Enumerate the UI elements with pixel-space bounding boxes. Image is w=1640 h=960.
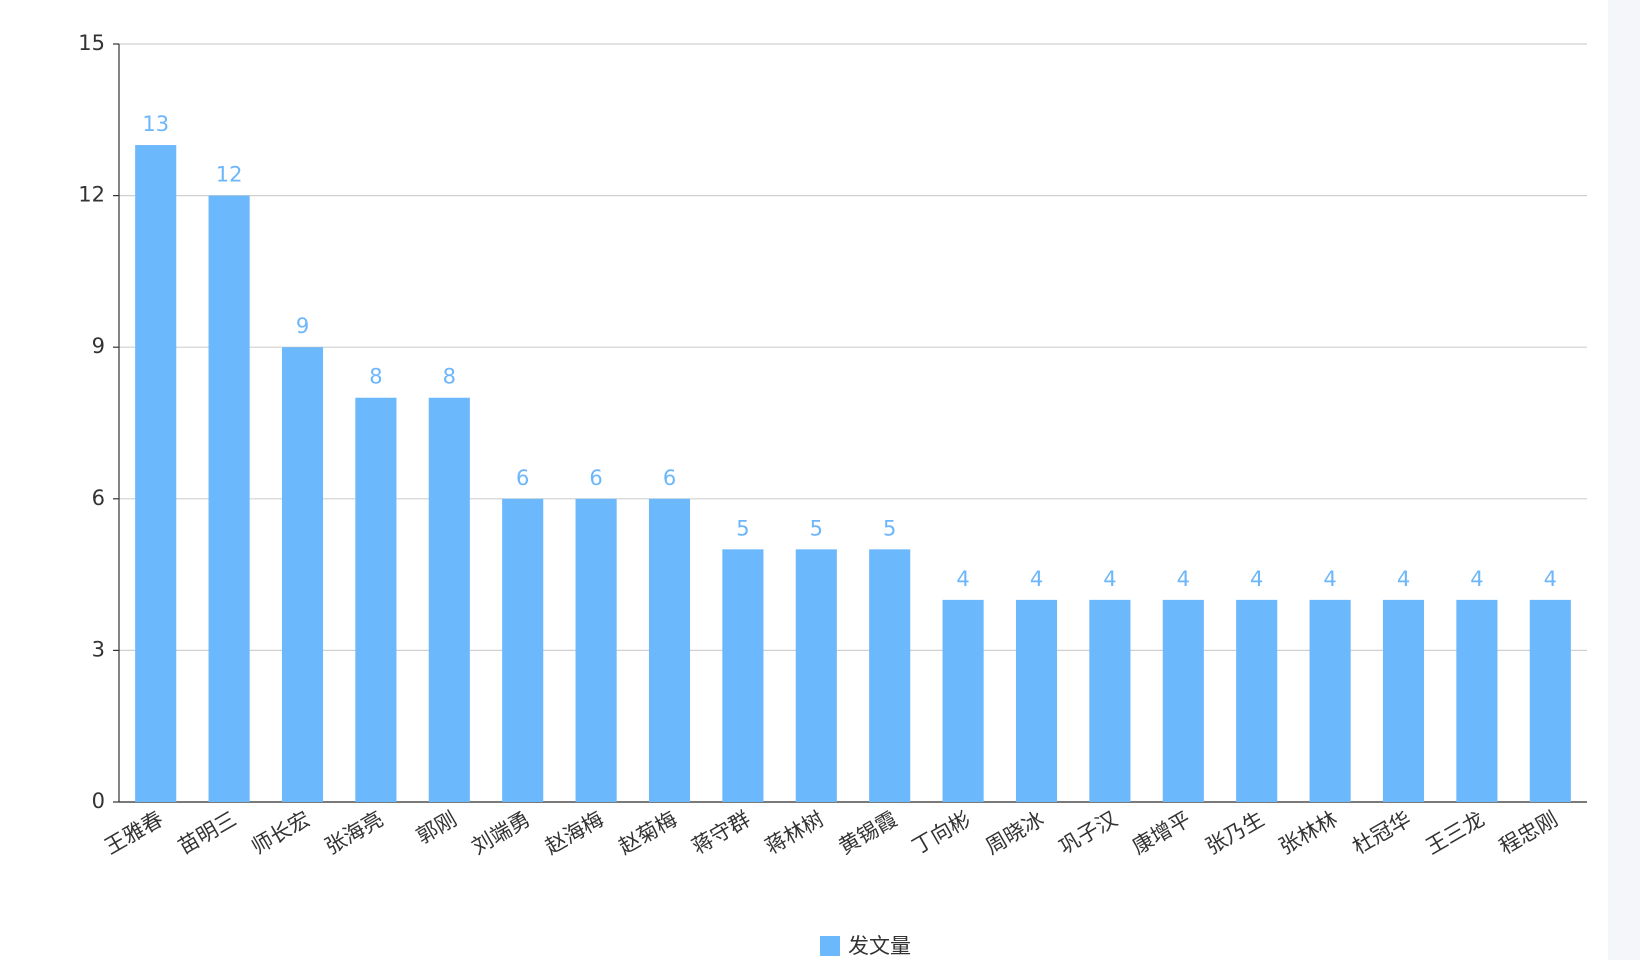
data-label: 4 xyxy=(1544,567,1557,591)
x-tick-label: 康增平 xyxy=(1128,807,1195,859)
x-tick-label: 杜冠华 xyxy=(1348,807,1415,859)
data-label: 4 xyxy=(1470,567,1483,591)
bar xyxy=(135,145,177,803)
side-panel xyxy=(1608,0,1640,960)
bar xyxy=(208,195,250,803)
x-tick-label: 张林林 xyxy=(1275,807,1342,859)
bar xyxy=(648,498,691,802)
data-label: 4 xyxy=(956,567,969,591)
data-label: 9 xyxy=(296,314,309,338)
x-tick-label: 张海亮 xyxy=(321,807,388,859)
data-label: 4 xyxy=(1177,567,1190,591)
data-label: 4 xyxy=(1103,567,1116,591)
bar xyxy=(1089,599,1131,802)
bar xyxy=(355,397,397,802)
data-label: 6 xyxy=(663,466,676,490)
x-tick-label: 周晓冰 xyxy=(981,807,1048,859)
x-tick-label: 师长宏 xyxy=(247,807,314,859)
y-tick-label: 9 xyxy=(92,334,105,358)
bar xyxy=(1529,599,1571,802)
data-label: 13 xyxy=(142,112,169,136)
data-label: 4 xyxy=(1323,567,1336,591)
x-tick-label: 张乃生 xyxy=(1202,807,1269,859)
y-tick-label: 15 xyxy=(78,31,105,55)
data-label: 12 xyxy=(216,163,243,187)
x-tick-label: 王三龙 xyxy=(1422,807,1489,859)
x-tick-label: 郭刚 xyxy=(412,807,460,849)
legend-label: 发文量 xyxy=(848,934,911,958)
x-tick-label: 刘端勇 xyxy=(468,807,535,859)
bar xyxy=(869,549,911,802)
bar xyxy=(1382,599,1425,802)
data-label: 6 xyxy=(516,466,529,490)
bar xyxy=(1309,599,1351,802)
y-tick-label: 6 xyxy=(92,486,105,510)
x-tick-label: 赵海梅 xyxy=(541,807,608,859)
x-tick-label: 丁向彬 xyxy=(908,807,975,859)
bar xyxy=(502,498,544,802)
bar xyxy=(428,397,470,802)
data-label: 8 xyxy=(443,365,456,389)
x-tick-label: 蒋林树 xyxy=(761,807,828,859)
bar xyxy=(575,498,617,802)
y-tick-label: 12 xyxy=(78,183,105,207)
bar xyxy=(1162,599,1204,802)
bar xyxy=(281,347,324,802)
x-tick-label: 巩子汉 xyxy=(1055,807,1122,859)
data-label: 4 xyxy=(1397,567,1410,591)
bar xyxy=(1015,599,1058,802)
x-tick-label: 程忠刚 xyxy=(1495,807,1562,859)
data-label: 6 xyxy=(589,466,602,490)
x-tick-label: 赵菊梅 xyxy=(614,807,681,859)
x-tick-label: 苗明三 xyxy=(174,807,241,859)
y-tick-label: 3 xyxy=(92,637,105,661)
data-label: 8 xyxy=(369,365,382,389)
x-tick-label: 黄锡霞 xyxy=(835,807,902,859)
bar xyxy=(942,599,984,802)
data-label: 5 xyxy=(736,516,749,540)
bar xyxy=(722,549,764,802)
y-tick-label: 0 xyxy=(92,789,105,813)
data-label: 4 xyxy=(1030,567,1043,591)
bar xyxy=(1236,599,1278,802)
data-label: 5 xyxy=(810,516,823,540)
bar xyxy=(795,549,837,802)
x-tick-label: 王雅春 xyxy=(101,807,168,859)
x-tick-label: 蒋守群 xyxy=(688,807,755,859)
data-label: 5 xyxy=(883,516,896,540)
legend-swatch xyxy=(820,936,840,956)
data-label: 4 xyxy=(1250,567,1263,591)
bar xyxy=(1456,599,1498,802)
